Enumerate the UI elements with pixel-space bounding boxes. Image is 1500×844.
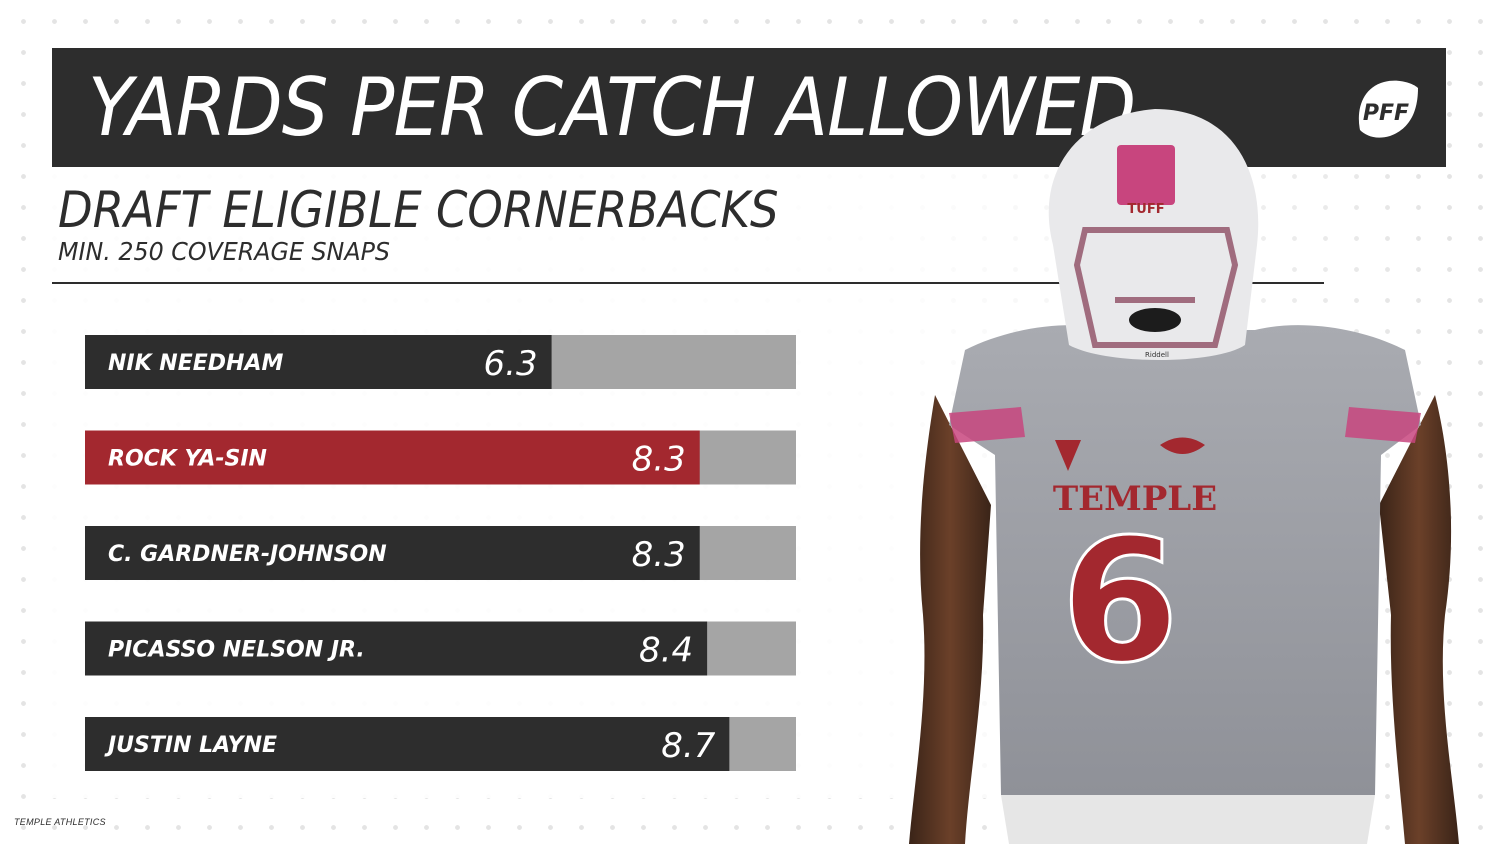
helmet-text: TUFF <box>1127 202 1164 217</box>
facemask-text: Riddell <box>1145 351 1169 359</box>
chart-title: YARDS PER CATCH ALLOWED <box>88 61 1136 154</box>
bar-value-label: 8.3 <box>632 440 686 480</box>
divider <box>52 282 1324 284</box>
bar <box>85 526 700 580</box>
bar-value-label: 6.3 <box>484 344 538 384</box>
bar-value-label: 8.3 <box>632 535 686 575</box>
bar-label: JUSTIN LAYNE <box>104 733 277 758</box>
photo-credit: TEMPLE ATHLETICS <box>14 817 106 827</box>
pff-logo-text: PFF <box>1363 101 1409 126</box>
jersey-number: 6 <box>1061 503 1179 701</box>
bar <box>85 717 730 771</box>
bar-label: C. GARDNER-JOHNSON <box>108 542 387 567</box>
player-photo: TEMPLE 6 TUFF Riddell <box>909 109 1459 844</box>
bar-value-label: 8.4 <box>639 631 693 671</box>
bar-label: PICASSO NELSON JR. <box>108 638 365 663</box>
bar-label: NIK NEEDHAM <box>108 351 283 376</box>
bar-label: ROCK YA-SIN <box>108 447 267 472</box>
pff-logo: PFF <box>1358 80 1418 138</box>
bar-value-label: 8.7 <box>661 726 715 766</box>
bar <box>85 621 708 676</box>
bar <box>85 430 700 485</box>
jersey-text: TEMPLE <box>1053 479 1217 519</box>
bar <box>85 335 552 389</box>
chart-note: MIN. 250 COVERAGE SNAPS <box>58 237 390 266</box>
chart-subtitle: DRAFT ELIGIBLE CORNERBACKS <box>58 181 779 239</box>
